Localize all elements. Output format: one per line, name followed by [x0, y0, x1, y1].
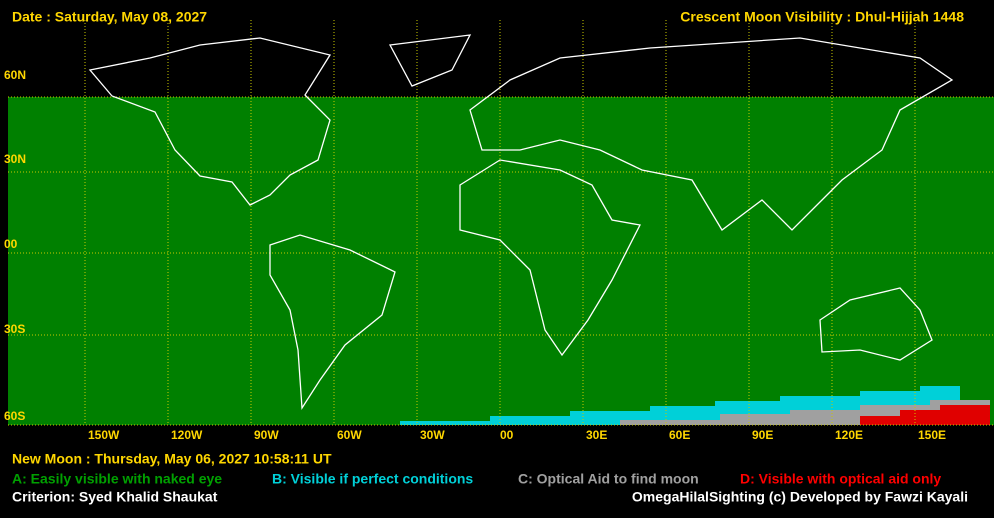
lon-label: 00	[500, 428, 514, 442]
north-america	[88, 37, 332, 206]
eurasia	[469, 37, 954, 231]
coastlines	[88, 34, 954, 411]
lon-label: 120E	[835, 428, 863, 442]
lat-label: 60S	[4, 409, 25, 423]
legend-b: B: Visible if perfect conditions	[272, 471, 473, 487]
lon-label: 60E	[669, 428, 690, 442]
lon-label: 30E	[586, 428, 607, 442]
legend-a: A: Easily visible with naked eye	[12, 471, 222, 487]
legend-d: D: Visible with optical aid only	[740, 471, 941, 487]
lon-label: 90W	[254, 428, 279, 442]
lat-label: 60N	[4, 68, 26, 82]
date: Date : Saturday, May 08, 2027	[12, 9, 207, 25]
lon-label: 120W	[171, 428, 203, 442]
new-moon: New Moon : Thursday, May 06, 2027 10:58:…	[12, 451, 332, 467]
south-america	[269, 234, 396, 411]
africa	[459, 159, 641, 357]
credit: OmegaHilalSighting (c) Developed by Fawz…	[632, 489, 968, 505]
greenland	[388, 34, 472, 87]
title: Crescent Moon Visibility : Dhul-Hijjah 1…	[680, 9, 964, 25]
lon-label: 150W	[88, 428, 120, 442]
lon-label: 60W	[337, 428, 362, 442]
lat-label: 30N	[4, 152, 26, 166]
lon-label: 90E	[752, 428, 773, 442]
lon-labels: 150W 120W 90W 60W 30W 00 30E 60E 90E 120…	[88, 428, 946, 442]
grid	[8, 20, 994, 426]
australia	[819, 287, 933, 361]
criterion: Criterion: Syed Khalid Shaukat	[12, 489, 218, 505]
zone-d	[860, 405, 990, 425]
lat-label: 00	[4, 237, 18, 251]
lat-label: 30S	[4, 322, 25, 336]
lon-label: 150E	[918, 428, 946, 442]
legend-c: C: Optical Aid to find moon	[518, 471, 699, 487]
lon-label: 30W	[420, 428, 445, 442]
zone-a	[8, 97, 994, 425]
